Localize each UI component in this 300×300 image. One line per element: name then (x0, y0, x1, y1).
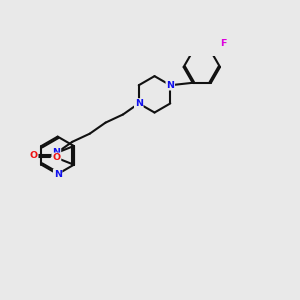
Text: O: O (52, 153, 61, 162)
Text: O: O (30, 151, 38, 160)
Text: F: F (220, 39, 227, 48)
Text: N: N (54, 169, 62, 178)
Text: N: N (135, 99, 143, 108)
Text: N: N (166, 81, 174, 90)
Text: N: N (52, 148, 61, 158)
